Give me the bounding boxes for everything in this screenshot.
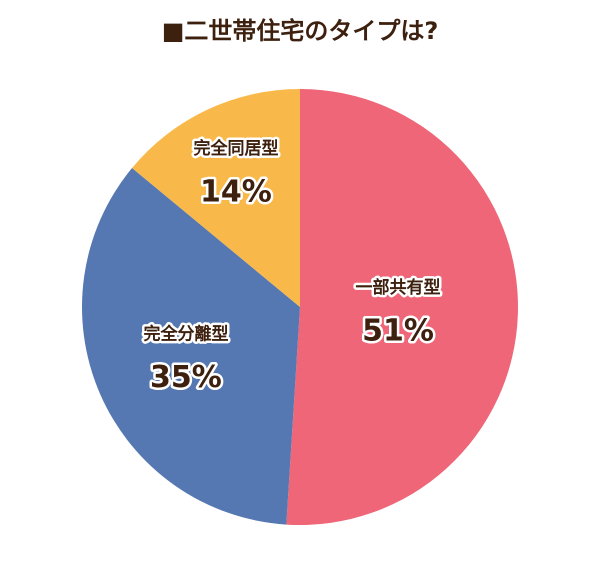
value-label: 35% [150, 360, 222, 395]
slice-label: 完全分離型 [143, 323, 228, 344]
chart-title: ■二世帯住宅のタイプは? [162, 17, 439, 45]
pie-slice [82, 168, 300, 525]
slice-label: 完全同居型 [193, 138, 278, 159]
pie-slice [286, 89, 519, 526]
slice-label: 一部共有型 [356, 277, 441, 298]
pie-slice [132, 89, 300, 307]
value-label: 14% [200, 174, 272, 209]
value-label: 51% [362, 314, 434, 349]
